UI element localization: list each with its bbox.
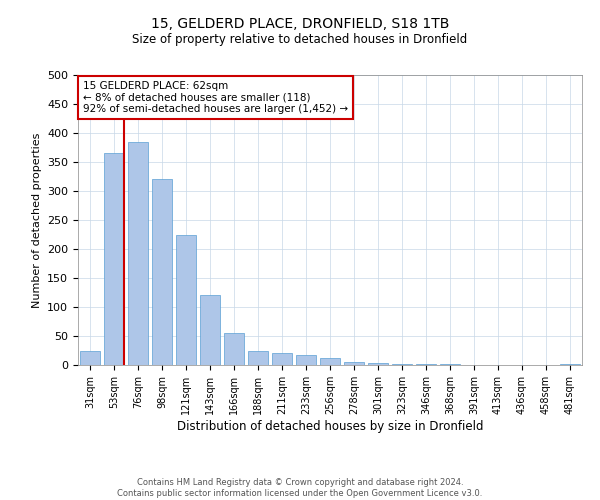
Bar [368,364,388,365]
Text: 15 GELDERD PLACE: 62sqm
← 8% of detached houses are smaller (118)
92% of semi-de: 15 GELDERD PLACE: 62sqm ← 8% of detached… [83,81,348,114]
Text: 15, GELDERD PLACE, DRONFIELD, S18 1TB: 15, GELDERD PLACE, DRONFIELD, S18 1TB [151,18,449,32]
Text: Size of property relative to detached houses in Dronfield: Size of property relative to detached ho… [133,32,467,46]
Bar [392,364,412,365]
Bar [128,142,148,365]
Y-axis label: Number of detached properties: Number of detached properties [32,132,41,308]
Text: Contains HM Land Registry data © Crown copyright and database right 2024.
Contai: Contains HM Land Registry data © Crown c… [118,478,482,498]
Bar [416,364,436,365]
Bar [80,350,100,365]
Bar [224,333,244,365]
Bar [104,154,124,365]
Bar [248,350,268,365]
Bar [272,354,292,365]
X-axis label: Distribution of detached houses by size in Dronfield: Distribution of detached houses by size … [177,420,483,432]
Bar [152,180,172,365]
Bar [560,364,580,365]
Bar [296,354,316,365]
Bar [440,364,460,365]
Bar [200,296,220,365]
Bar [344,362,364,365]
Bar [320,358,340,365]
Bar [176,234,196,365]
